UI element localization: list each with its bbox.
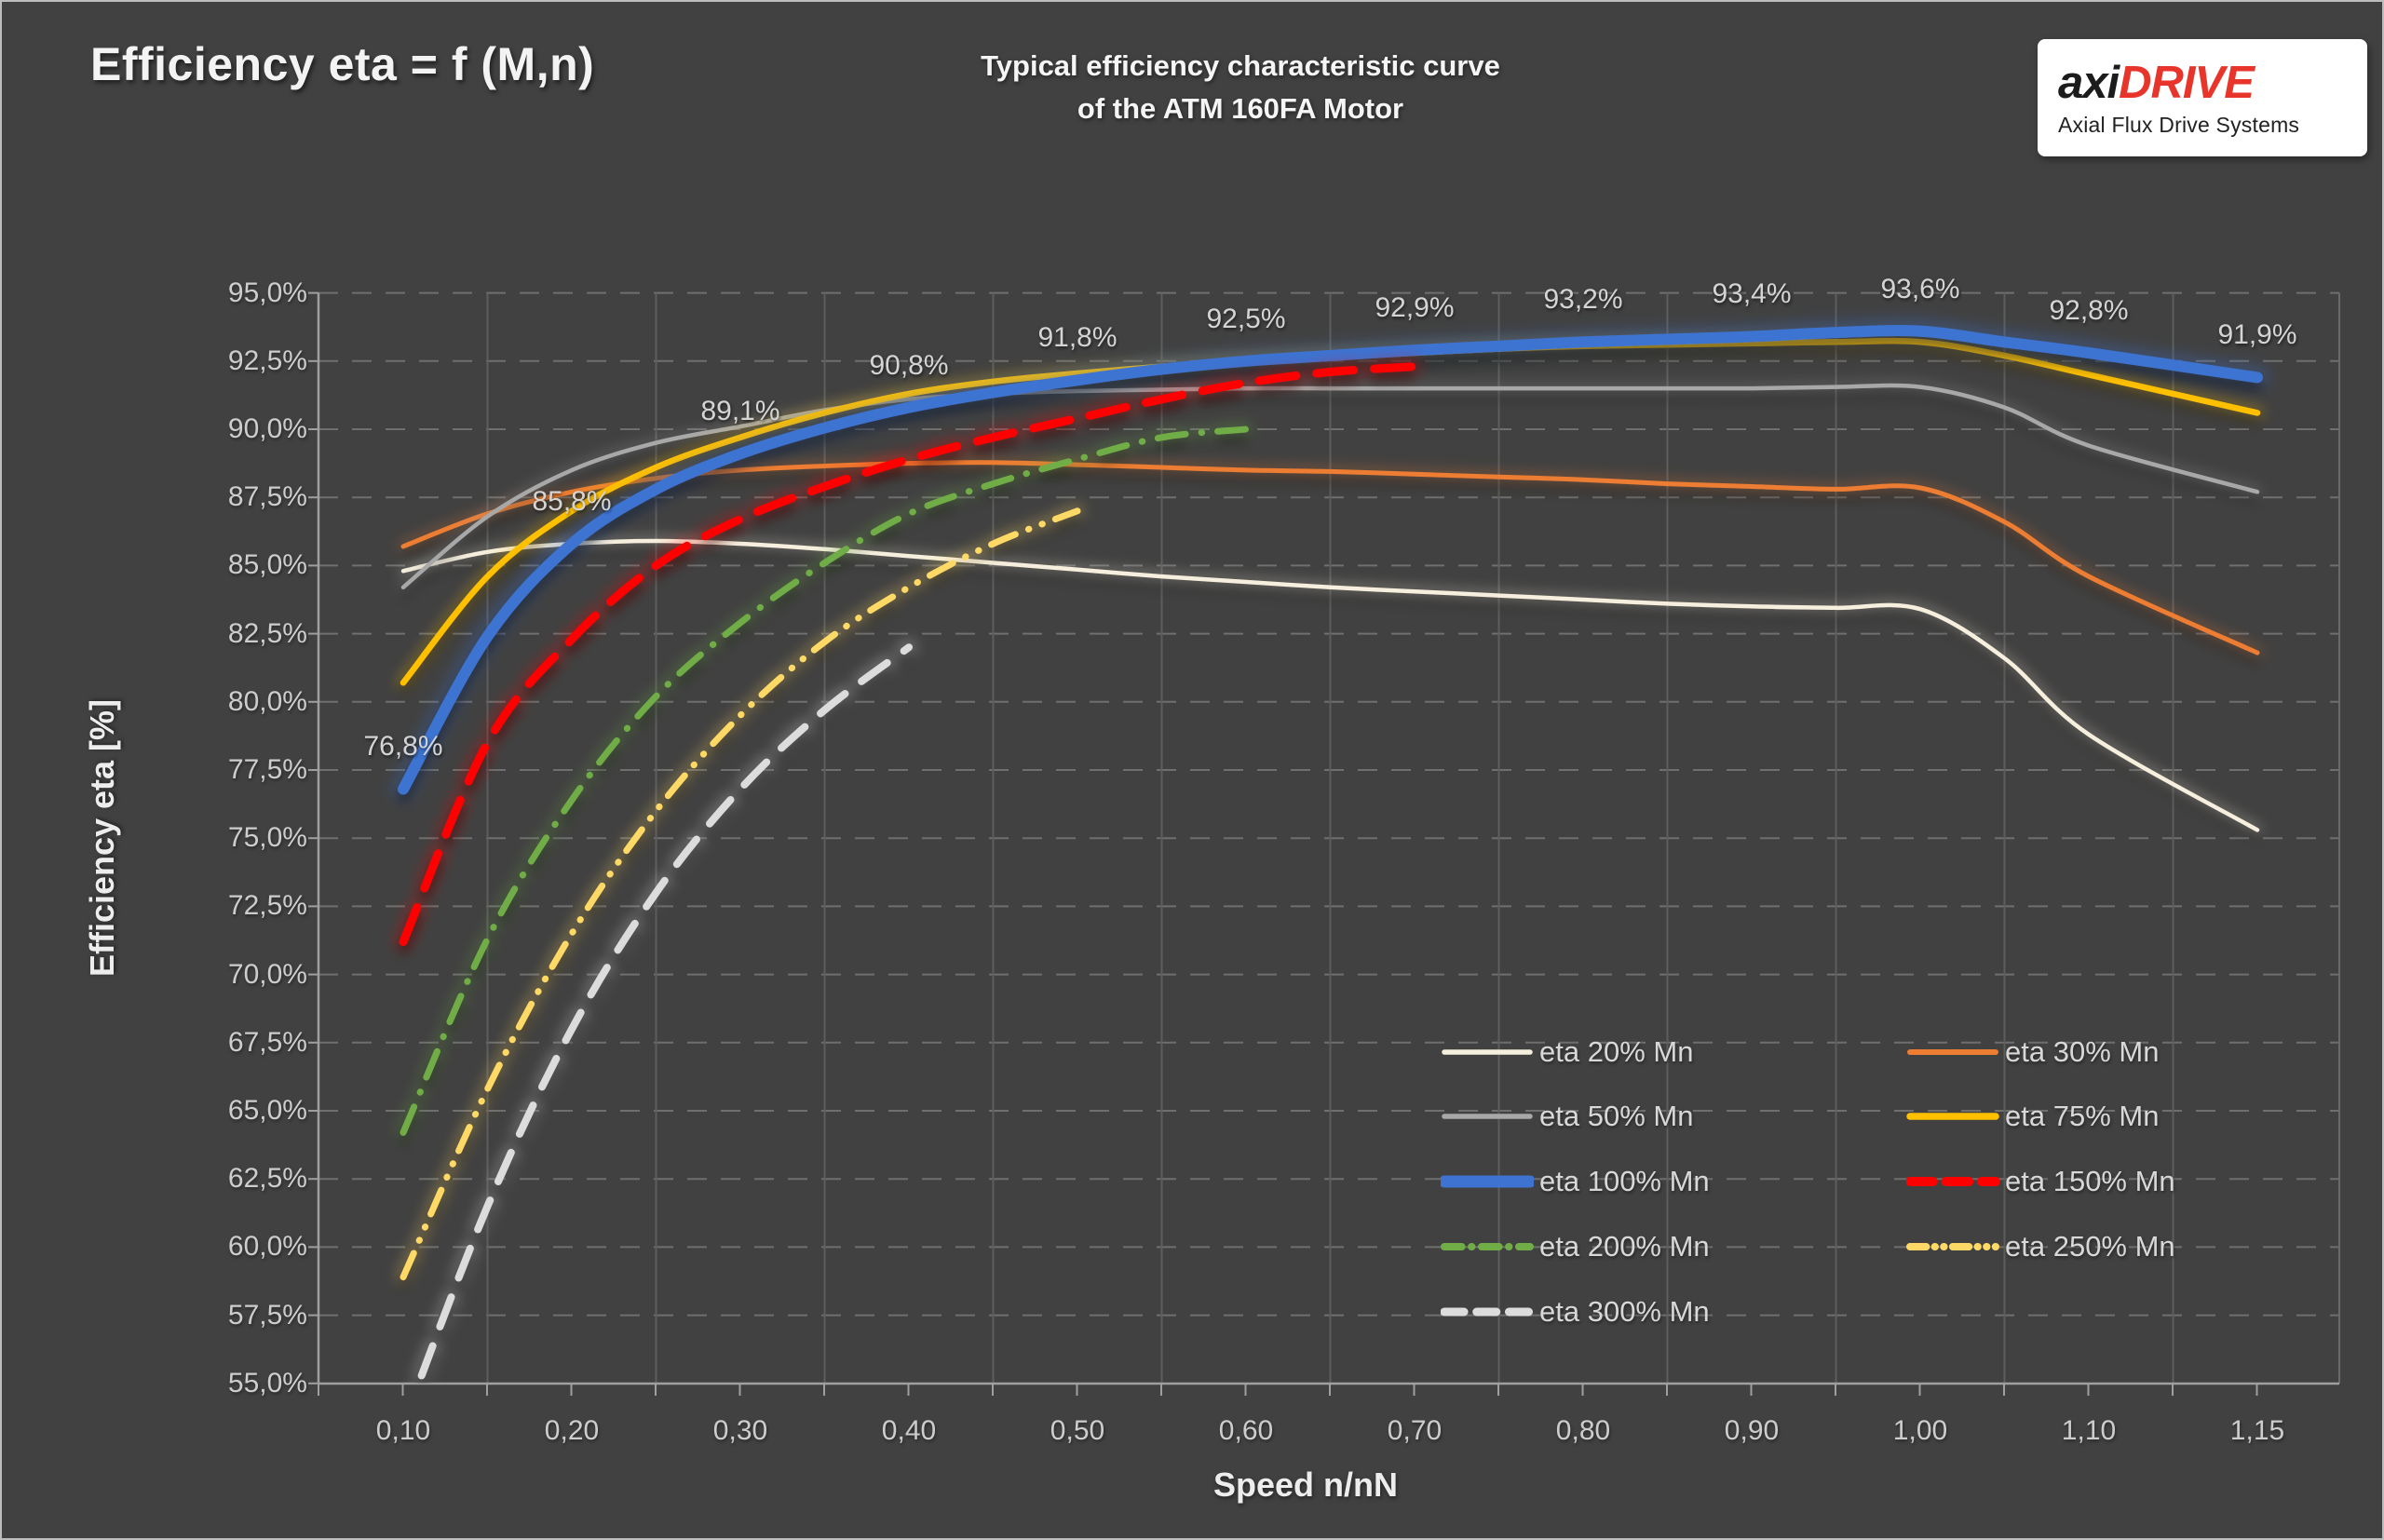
x-tick-label: 0,70 bbox=[1387, 1415, 1443, 1446]
curve-eta-300-mn bbox=[414, 643, 913, 1384]
data-label: 92,5% bbox=[1206, 303, 1286, 334]
curve-eta-50-mn bbox=[400, 383, 2260, 590]
logo-brand-black: axi bbox=[2058, 57, 2120, 108]
data-label: 92,8% bbox=[2049, 295, 2129, 327]
x-tick-label: 1,10 bbox=[2061, 1415, 2117, 1446]
x-tick-label: 0,80 bbox=[1555, 1415, 1611, 1446]
chart-subtitle: Typical efficiency characteristic curve … bbox=[775, 45, 1706, 130]
x-tick-label: 1,15 bbox=[2229, 1415, 2285, 1446]
y-tick-label: 80,0% bbox=[227, 685, 307, 717]
y-tick-label: 67,5% bbox=[227, 1026, 307, 1058]
chart-subtitle-line1: Typical efficiency characteristic curve bbox=[981, 49, 1500, 82]
legend-line-sample-eta-300-mn bbox=[1441, 1307, 1534, 1317]
legend-line-sample-eta-30-mn bbox=[1907, 1049, 1998, 1055]
x-tick-label: 0,40 bbox=[881, 1415, 937, 1446]
legend-line-sample-eta-20-mn bbox=[1442, 1049, 1533, 1055]
legend-item-eta-200-mn: eta 200% Mn bbox=[1441, 1228, 1710, 1265]
curve-eta-100-mn bbox=[398, 324, 2263, 795]
legend-line-sample-eta-75-mn bbox=[1906, 1113, 1999, 1120]
axidrive-logo-wordmark: axiDRIVE bbox=[2058, 59, 2367, 107]
y-tick-label: 92,5% bbox=[227, 344, 307, 376]
legend-label: eta 30% Mn bbox=[2005, 1035, 2160, 1068]
x-tick-label: 0,30 bbox=[712, 1415, 768, 1446]
y-tick-label: 77,5% bbox=[227, 754, 307, 785]
data-label: 92,9% bbox=[1375, 292, 1455, 324]
legend-line-sample-eta-200-mn bbox=[1441, 1243, 1534, 1250]
legend-item-eta-250-mn: eta 250% Mn bbox=[1906, 1228, 2175, 1265]
axidrive-logo: axiDRIVE Axial Flux Drive Systems bbox=[2038, 39, 2367, 156]
y-tick-label: 70,0% bbox=[227, 958, 307, 990]
legend-line-sample-eta-150-mn bbox=[1906, 1177, 1999, 1186]
y-tick-label: 82,5% bbox=[227, 617, 307, 649]
legend-item-eta-150-mn: eta 150% Mn bbox=[1906, 1163, 2175, 1200]
curve-eta-150-mn bbox=[399, 362, 1419, 946]
legend-label: eta 150% Mn bbox=[2005, 1165, 2175, 1197]
x-axis-title: Speed n/nN bbox=[1212, 1466, 1399, 1504]
y-tick-label: 87,5% bbox=[227, 481, 307, 513]
legend-item-eta-50-mn: eta 50% Mn bbox=[1441, 1098, 1693, 1135]
x-tick-label: 0,10 bbox=[375, 1415, 431, 1446]
logo-brand-red: DRIVE bbox=[2119, 57, 2255, 108]
legend-line-sample-eta-250-mn bbox=[1906, 1243, 1999, 1250]
y-tick-label: 90,0% bbox=[227, 413, 307, 444]
y-tick-label: 62,5% bbox=[227, 1163, 307, 1195]
logo-tagline: Axial Flux Drive Systems bbox=[2058, 112, 2300, 137]
data-label: 89,1% bbox=[700, 396, 780, 427]
data-label: 90,8% bbox=[869, 349, 949, 381]
legend-label: eta 75% Mn bbox=[2005, 1100, 2160, 1132]
legend-item-eta-30-mn: eta 30% Mn bbox=[1906, 1033, 2159, 1071]
data-label: 85,8% bbox=[532, 485, 612, 517]
y-tick-label: 72,5% bbox=[227, 890, 307, 922]
data-label: 93,2% bbox=[1543, 284, 1623, 316]
data-label: 93,6% bbox=[1880, 273, 1960, 304]
legend-label: eta 100% Mn bbox=[1539, 1165, 1710, 1197]
legend-item-eta-20-mn: eta 20% Mn bbox=[1441, 1033, 1693, 1071]
legend-item-eta-75-mn: eta 75% Mn bbox=[1906, 1098, 2159, 1135]
x-tick-label: 0,20 bbox=[544, 1415, 600, 1446]
y-tick-label: 60,0% bbox=[227, 1231, 307, 1263]
x-tick-label: 0,60 bbox=[1218, 1415, 1274, 1446]
legend-line-sample-eta-50-mn bbox=[1442, 1114, 1533, 1119]
data-label: 91,9% bbox=[2217, 319, 2297, 351]
y-tick-label: 55,0% bbox=[227, 1367, 307, 1398]
y-tick-label: 85,0% bbox=[227, 549, 307, 581]
page-title: Efficiency eta = f (M,n) bbox=[90, 38, 595, 90]
y-tick-label: 65,0% bbox=[227, 1095, 307, 1126]
y-tick-label: 75,0% bbox=[227, 822, 307, 854]
legend-label: eta 300% Mn bbox=[1539, 1295, 1710, 1328]
legend-item-eta-300-mn: eta 300% Mn bbox=[1441, 1293, 1710, 1331]
legend-label: eta 250% Mn bbox=[2005, 1230, 2175, 1263]
x-tick-label: 0,90 bbox=[1724, 1415, 1780, 1446]
legend-label: eta 200% Mn bbox=[1539, 1230, 1710, 1263]
legend-item-eta-100-mn: eta 100% Mn bbox=[1441, 1163, 1710, 1200]
y-axis-title: Efficiency eta [%] bbox=[83, 698, 121, 978]
legend-line-sample-eta-100-mn bbox=[1441, 1175, 1534, 1188]
y-tick-label: 95,0% bbox=[227, 277, 307, 308]
data-label: 91,8% bbox=[1037, 322, 1118, 354]
data-label: 93,4% bbox=[1712, 278, 1792, 310]
curve-eta-250-mn bbox=[400, 507, 1081, 1281]
data-label: 76,8% bbox=[363, 731, 443, 763]
y-tick-label: 57,5% bbox=[227, 1299, 307, 1331]
legend-label: eta 50% Mn bbox=[1539, 1100, 1694, 1132]
legend-label: eta 20% Mn bbox=[1539, 1035, 1694, 1068]
x-tick-label: 1,00 bbox=[1892, 1415, 1948, 1446]
x-tick-label: 0,50 bbox=[1050, 1415, 1105, 1446]
curve-eta-200-mn bbox=[400, 426, 1250, 1136]
chart-subtitle-line2: of the ATM 160FA Motor bbox=[1077, 92, 1404, 125]
